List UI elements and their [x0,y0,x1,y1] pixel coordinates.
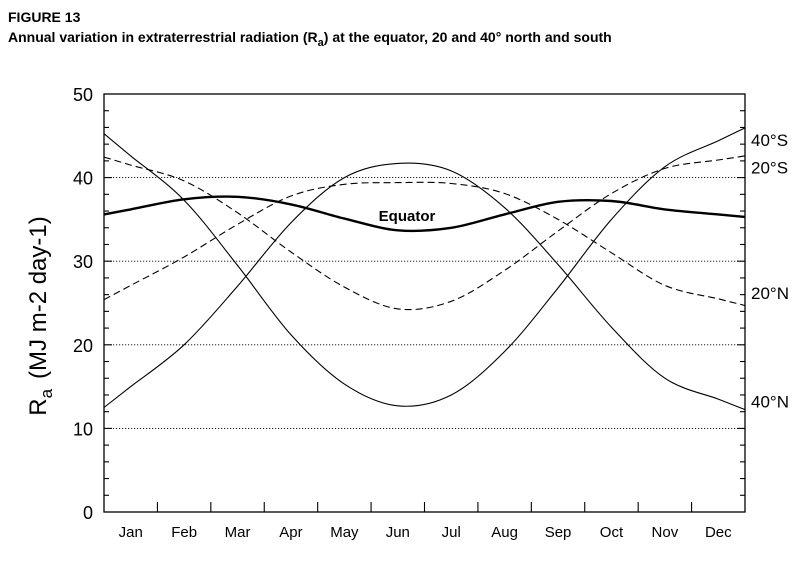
series-line-20N [103,181,746,307]
series-line-20S [103,155,746,311]
x-tick-label: Apr [279,524,302,541]
x-tick-label: Oct [600,524,624,541]
x-tick-label: Dec [705,524,732,541]
grid-lines [104,177,745,429]
y-axis-label-sub: a [37,388,56,398]
svg-text:Ra(MJ m-2 day-1): Ra (MJ m-2 day-1) [25,216,56,416]
x-tick-label: Nov [652,524,679,541]
series-label: 40°S [751,131,788,150]
series-line-40N [103,162,746,411]
series-line-Equator [103,195,746,233]
x-tick-label: May [330,524,359,541]
y-tick-label: 30 [73,252,93,272]
x-tick-label: Jan [119,524,143,541]
series-label: 20°S [751,159,788,178]
labels: 40°S 20°S 20°N 40°N Equator [379,131,789,412]
y-axis-label-main: R [25,398,52,415]
series-line-40S [103,127,746,407]
x-tick-label: Feb [171,524,197,541]
y-axis-label-units: (MJ m-2 day-1) [25,216,52,379]
y-tick-label: 50 [73,85,93,105]
plot-frame [103,93,746,513]
x-tick-label: Jun [386,524,410,541]
series-label: 20°N [751,284,789,303]
y-axis-label: Ra (MJ m-2 day-1) [25,216,56,416]
y-tick-label: 40 [73,169,93,189]
series-label: 40°N [751,393,789,412]
x-tick-label: Mar [225,524,251,541]
equator-annotation: Equator [379,208,436,225]
y-tick-label: 20 [73,336,93,356]
x-tick-label: Sep [545,524,572,541]
figure-title: Annual variation in extraterrestrial rad… [8,29,612,49]
axes: 0 10 20 30 40 50 Jan Feb Mar Apr May Jun Jul Aug Sep Oc… [73,85,746,541]
x-tick-label: Aug [491,524,518,541]
y-tick-label: 0 [83,503,93,523]
series-lines [103,127,746,411]
y-tick-label: 10 [73,419,93,439]
x-tick-label: Jul [442,524,461,541]
figure-label: FIGURE 13 [8,9,81,25]
